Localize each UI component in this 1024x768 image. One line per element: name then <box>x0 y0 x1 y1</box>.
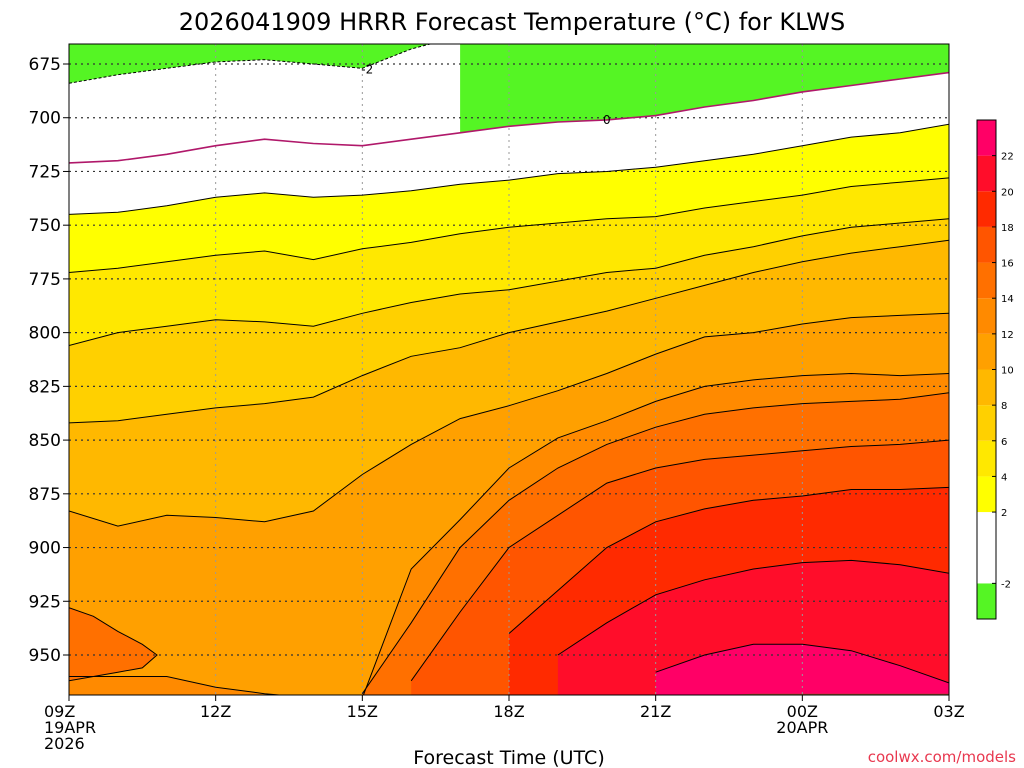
temperature-fill-layer <box>69 44 949 695</box>
isotherm-6 <box>69 218 949 346</box>
isotherm-label-neg2: -2 <box>361 62 373 76</box>
colorbar-swatch-0 <box>977 512 996 548</box>
isotherm-label-0: 0 <box>603 113 611 127</box>
isotherm-10 <box>69 312 949 527</box>
x-tick-label-h18-0: 03Z <box>933 702 964 721</box>
colorbar-swatch-4 <box>977 440 996 477</box>
y-tick-label-775: 775 <box>29 270 61 290</box>
colorbar-swatch-12 <box>977 298 996 334</box>
chart-title: 2026041909 HRRR Forecast Temperature (°C… <box>179 8 845 36</box>
x-tick-label-h0-0: 09Z <box>44 702 75 721</box>
colorbar-label-6: 6 <box>1001 437 1007 448</box>
y-axis: 675 700 725 750 775 800 825 850 875 900 925 950 <box>29 55 69 666</box>
y-tick-label-750: 750 <box>29 216 61 236</box>
colorbar-swatch-10 <box>977 333 996 370</box>
y-tick-label-675: 675 <box>29 55 61 75</box>
warm-pool-14 <box>69 607 158 682</box>
colorbar-label-8: 8 <box>1001 401 1007 412</box>
x-tick-label-h6-0: 15Z <box>347 702 378 721</box>
isotherm-0 <box>69 71 949 164</box>
x-tick-label-h0-2: 2026 <box>44 734 85 753</box>
colorbar-swatch-6 <box>977 405 996 441</box>
colorbar-label-neg2: -2 <box>1001 579 1011 590</box>
x-axis-label: Forecast Time (UTC) <box>413 747 604 768</box>
y-tick-label-875: 875 <box>29 485 61 505</box>
isotherm-20 <box>557 559 949 656</box>
isotherm-14 <box>361 392 949 694</box>
x-tick-label-h9-0: 18Z <box>493 702 524 721</box>
y-tick-label-950: 950 <box>29 646 61 666</box>
x-tick-label-h15-0: 00Z <box>787 702 818 721</box>
colorbar-swatch-22 <box>977 120 996 156</box>
colorbar: -2 2 4 6 8 10 12 14 16 18 20 22 <box>976 119 1014 620</box>
colorbar-swatch-neg2 <box>977 547 996 584</box>
colorbar-swatch-18 <box>977 191 996 227</box>
x-tick-label-h3-0: 12Z <box>200 702 231 721</box>
isotherm-22 <box>655 643 949 684</box>
colorbar-swatch-neg4 <box>977 583 996 619</box>
colorbar-label-22: 22 <box>1001 152 1014 163</box>
credit-text: coolwx.com/models <box>868 748 1016 766</box>
isotherm-12 <box>69 372 949 695</box>
y-tick-label-925: 925 <box>29 592 61 612</box>
colorbar-label-20: 20 <box>1001 187 1014 198</box>
y-tick-label-825: 825 <box>29 377 61 397</box>
isotherm-label-layer: -2 0 <box>361 62 610 127</box>
colorbar-label-14: 14 <box>1001 294 1014 305</box>
y-tick-label-700: 700 <box>29 109 61 129</box>
colorbar-swatch-14 <box>977 262 996 299</box>
colorbar-label-16: 16 <box>1001 259 1014 270</box>
isotherm-layer <box>69 44 949 695</box>
grid-layer <box>69 44 949 695</box>
colorbar-swatch-2 <box>977 476 996 513</box>
isotherm-2 <box>69 123 949 215</box>
isotherm-16 <box>410 439 949 682</box>
y-tick-label-900: 900 <box>29 539 61 559</box>
x-tick-label-h12-0: 21Z <box>640 702 671 721</box>
colorbar-swatch-16 <box>977 226 996 263</box>
isotherm-neg2 <box>69 44 433 84</box>
colorbar-label-18: 18 <box>1001 223 1014 234</box>
y-tick-label-725: 725 <box>29 162 61 182</box>
y-tick-label-850: 850 <box>29 431 61 451</box>
x-tick-label-h0-1: 19APR <box>44 718 96 737</box>
isotherm-4 <box>69 177 949 273</box>
colorbar-label-12: 12 <box>1001 330 1014 341</box>
isotherm-8 <box>69 239 949 424</box>
colorbar-label-4: 4 <box>1001 472 1007 483</box>
colorbar-label-10: 10 <box>1001 366 1014 377</box>
isotherm-18 <box>508 486 949 634</box>
colorbar-swatch-20 <box>977 155 996 192</box>
colorbar-label-2: 2 <box>1001 508 1007 519</box>
y-tick-label-800: 800 <box>29 324 61 344</box>
colorbar-swatch-8 <box>977 369 996 406</box>
x-tick-label-h15-1: 20APR <box>776 718 828 737</box>
